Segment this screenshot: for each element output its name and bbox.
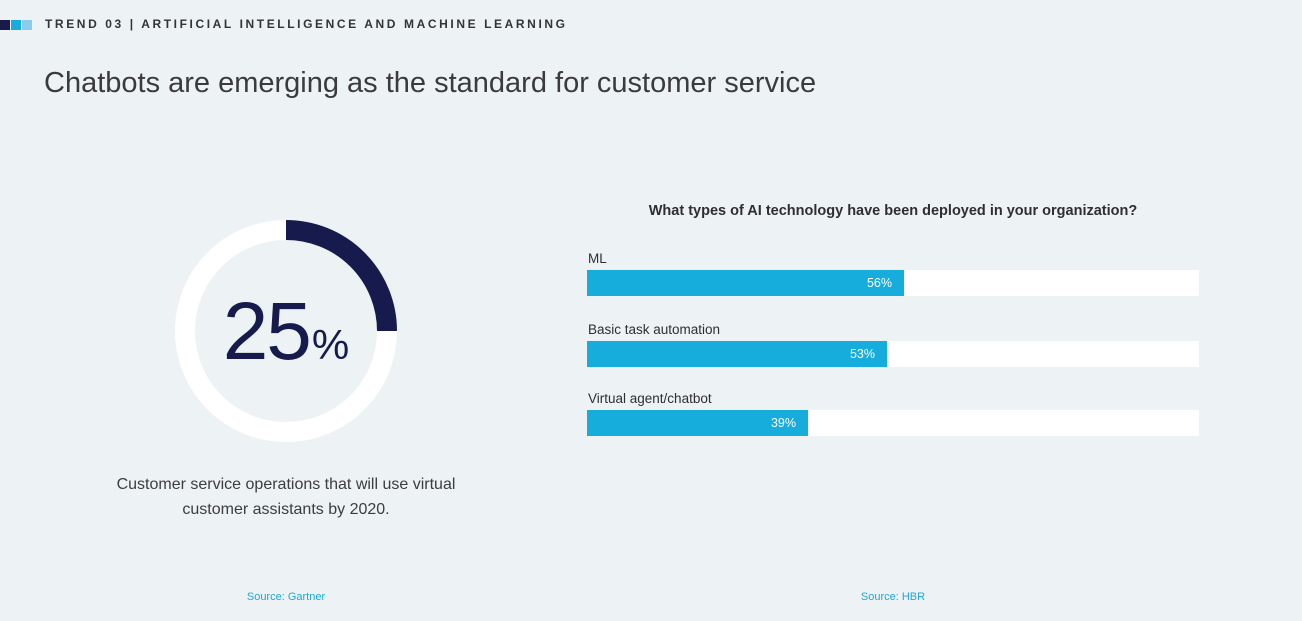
bar-category-label: Basic task automation xyxy=(588,322,721,337)
bar-value-label: 53% xyxy=(849,347,875,361)
source-hbr: Source: HBR xyxy=(860,591,926,603)
trend-label: TREND 03 | ARTIFICIAL INTELLIGENCE AND M… xyxy=(45,17,568,31)
donut-chart: 25% xyxy=(174,219,398,443)
bar-category-label: ML xyxy=(588,251,607,266)
bar-row: Virtual agent/chatbot 39% xyxy=(587,391,1199,436)
bar-value-label: 56% xyxy=(866,276,892,290)
page-title: Chatbots are emerging as the standard fo… xyxy=(44,67,817,99)
bar-row: ML 56% xyxy=(587,251,1199,296)
stat-number: 25 xyxy=(222,286,312,377)
bar-row: Basic task automation 53% xyxy=(587,322,1199,367)
stat-unit: % xyxy=(311,321,350,368)
bar-fill xyxy=(587,270,904,296)
bar-fill xyxy=(587,410,808,436)
bar-category-label: Virtual agent/chatbot xyxy=(588,391,712,406)
brand-square xyxy=(0,20,10,30)
source-gartner: Source: Gartner xyxy=(246,591,326,603)
stat-value: 25% xyxy=(174,291,398,373)
stat-caption: Customer service operations that will us… xyxy=(116,476,456,518)
bar-fill xyxy=(587,341,887,367)
brand-squares xyxy=(0,20,33,30)
brand-square xyxy=(11,20,21,30)
brand-square xyxy=(22,20,32,30)
bar-track: 39% xyxy=(587,410,1199,436)
bar-track: 53% xyxy=(587,341,1199,367)
donut-svg xyxy=(175,220,397,442)
bar-value-label: 39% xyxy=(770,416,796,430)
donut-value-slice xyxy=(285,220,397,332)
bar-track: 56% xyxy=(587,270,1199,296)
bar-chart-title: What types of AI technology have been de… xyxy=(648,203,1138,219)
